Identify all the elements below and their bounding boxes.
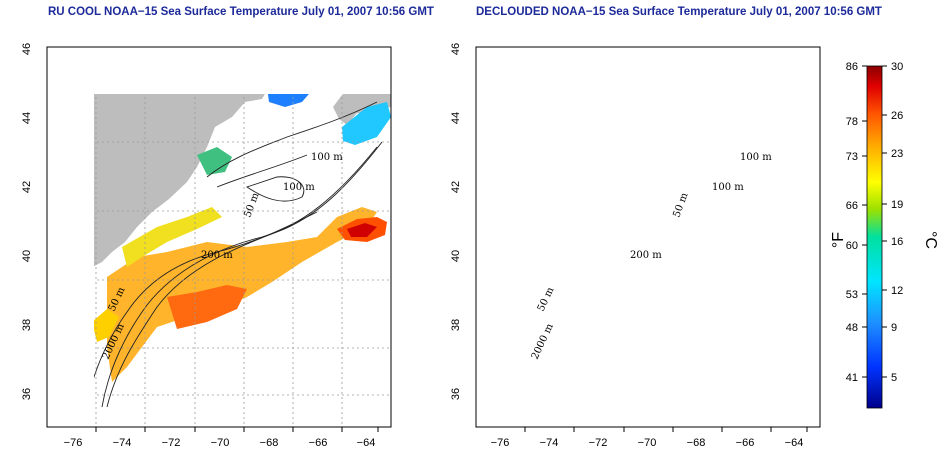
sst-hot-eddy (167, 285, 247, 329)
temperature-colorbar: 86 78 73 66 60 53 48 41 30 26 23 19 16 1… (830, 61, 939, 409)
left-label-100m-a: 100 m (311, 152, 343, 163)
colorbar-f-tick: 60 (846, 240, 858, 252)
contour-200m (101, 146, 378, 408)
sst-gulf-maine-cool (267, 94, 309, 107)
left-lon-tick: −76 (64, 437, 83, 449)
right-lat-tick: 46 (450, 43, 462, 55)
colorbar-f-tick: 48 (846, 322, 858, 334)
left-lat-tick: 46 (21, 43, 33, 55)
sst-nearshore (122, 207, 222, 267)
fahrenheit-unit-label: °F (830, 232, 847, 248)
colorbar-f-tick: 66 (846, 200, 858, 212)
sst-gulf-stream-core (347, 223, 377, 237)
colorbar-c-tick: 5 (891, 372, 897, 384)
right-label-100m-b: 100 m (712, 182, 744, 193)
right-label-200m: 200 m (630, 250, 662, 261)
left-map: 100 m 100 m 50 m 200 m 50 m 2000 m −76 −… (21, 43, 392, 449)
colorbar-c-tick: 16 (891, 236, 903, 248)
right-lon-tick: −72 (589, 437, 608, 449)
sst-cape-yellow (94, 309, 119, 342)
contour-50m (94, 211, 318, 379)
right-lat-tick: 36 (450, 388, 462, 400)
colorbar-f-tick: 41 (846, 372, 858, 384)
coastline-land (94, 94, 265, 267)
left-label-100m-b: 100 m (283, 182, 315, 193)
left-lon-tick: −66 (309, 437, 328, 449)
right-map-frame (475, 46, 821, 428)
left-lat-tick: 42 (21, 181, 33, 193)
right-lat-tick: 44 (450, 112, 462, 124)
colorbar-c-tick: 30 (891, 61, 903, 73)
left-lat-tick: 36 (21, 388, 33, 400)
colorbar-c-tick: 23 (891, 148, 903, 160)
right-panel-title: DECLOUDED NOAA−15 Sea Surface Temperatur… (476, 6, 882, 18)
right-lon-tick: −70 (638, 437, 657, 449)
colorbar-c-tick: 9 (891, 322, 897, 334)
left-label-200m: 200 m (201, 250, 233, 261)
colorbar-f-tick: 86 (846, 61, 858, 73)
right-lon-tick: −74 (540, 437, 559, 449)
right-lat-tick: 42 (450, 181, 462, 193)
left-lon-tick: −74 (113, 437, 132, 449)
sst-maine-green (197, 147, 232, 175)
right-x-axis: −76 −74 −72 −70 −68 −66 −64 (491, 427, 808, 449)
left-x-axis: −76 −74 −72 −70 −68 −66 −64 (64, 427, 379, 449)
bathymetry-contours (94, 101, 383, 408)
right-label-100m-a: 100 m (740, 152, 772, 163)
left-lon-tick: −70 (211, 437, 230, 449)
right-y-axis: 36 38 40 42 44 46 (450, 43, 462, 400)
right-lat-tick: 38 (450, 319, 462, 331)
left-lon-tick: −64 (357, 437, 376, 449)
celsius-unit-label: °C (922, 231, 939, 249)
colorbar-c-tick: 19 (891, 199, 903, 211)
colorbar-c-tick: 12 (891, 285, 903, 297)
left-lon-tick: −68 (260, 437, 279, 449)
right-lon-tick: −68 (687, 437, 706, 449)
left-lon-tick: −72 (162, 437, 181, 449)
colorbar-c-tick: 26 (891, 110, 903, 122)
left-graticule (94, 94, 391, 427)
left-lat-tick: 44 (21, 112, 33, 124)
colorbar-f-tick: 78 (846, 116, 858, 128)
left-lat-tick: 40 (21, 250, 33, 262)
colorbar-f-tick: 73 (846, 151, 858, 163)
right-map-background (476, 47, 820, 427)
right-lon-tick: −66 (736, 437, 755, 449)
left-panel-title: RU COOL NOAA−15 Sea Surface Temperature … (48, 6, 434, 18)
right-lon-tick: −76 (491, 437, 510, 449)
colorbar-f-tick: 53 (846, 289, 858, 301)
right-map: 100 m 100 m 50 m 200 m 50 m 2000 m −76 −… (450, 43, 821, 449)
sst-scotian-cool (342, 102, 391, 145)
colorbar-ramp (866, 65, 883, 409)
right-lat-tick: 40 (450, 250, 462, 262)
contour-georges-bank (245, 176, 305, 202)
contour-2000m (106, 141, 383, 408)
right-lon-tick: −64 (785, 437, 804, 449)
left-lat-tick: 38 (21, 319, 33, 331)
left-map-frame (46, 46, 392, 428)
left-y-axis: 36 38 40 42 44 46 (21, 43, 33, 400)
left-map-content (94, 94, 391, 427)
contour-100m (206, 101, 378, 188)
